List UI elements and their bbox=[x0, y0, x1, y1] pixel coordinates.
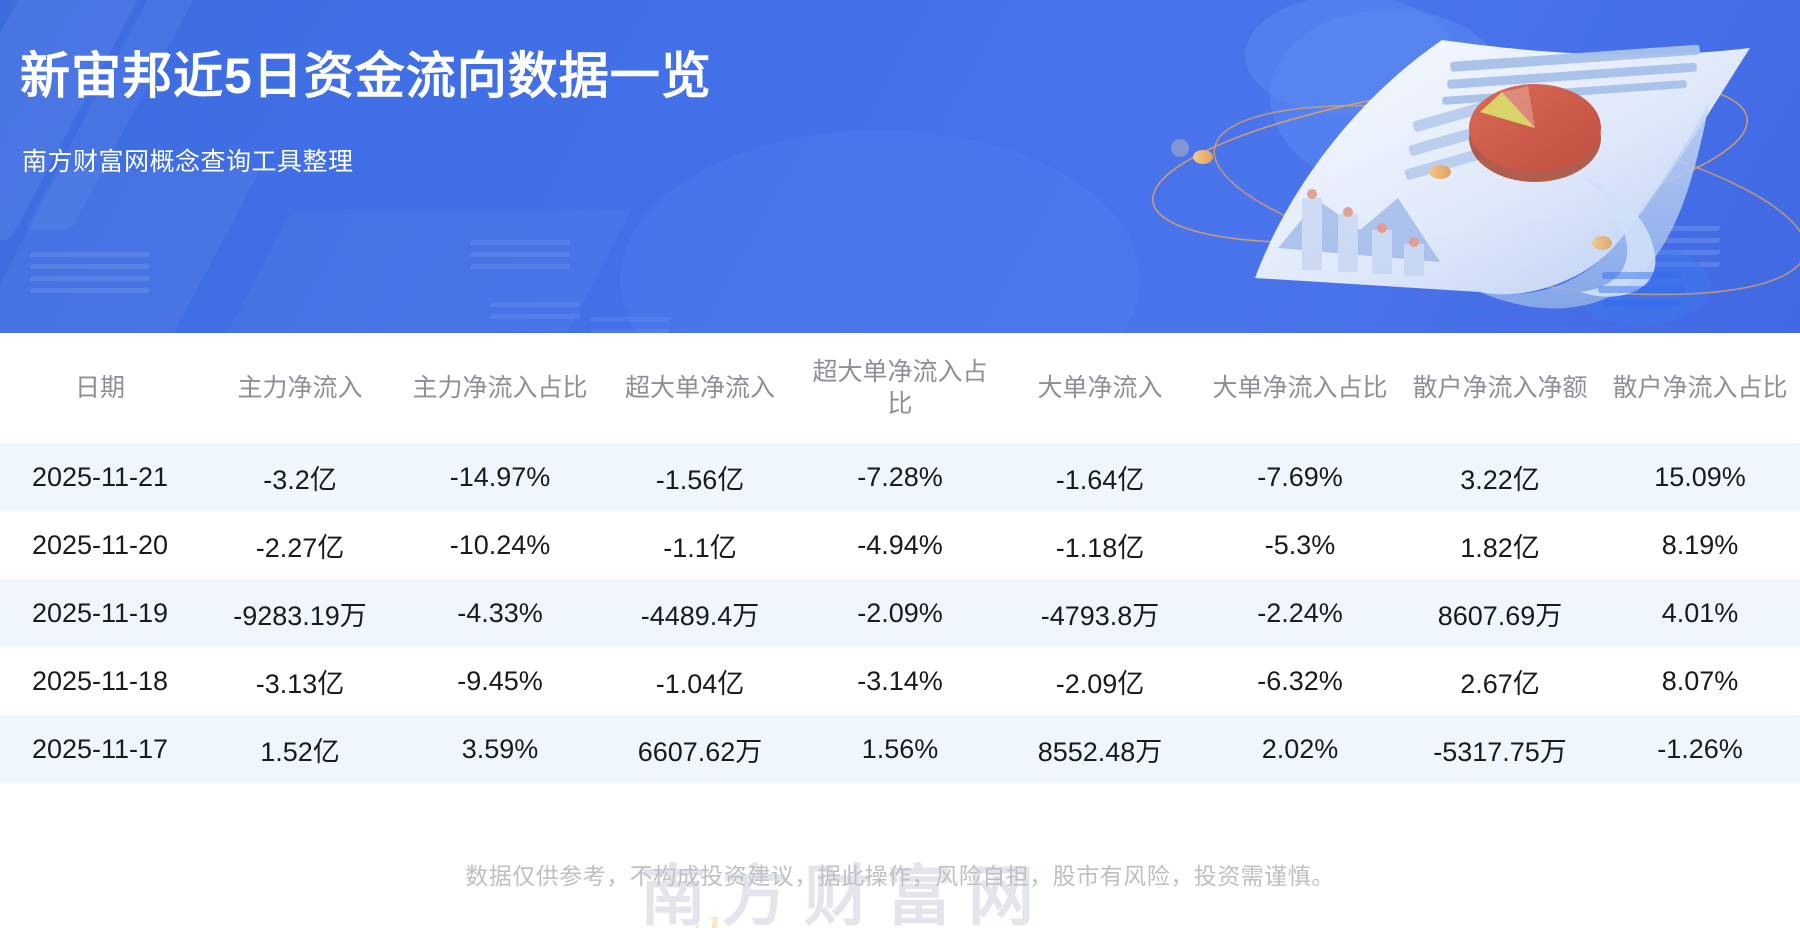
cell-main-pct: -14.97% bbox=[400, 443, 600, 511]
banner-decoration-hatch bbox=[590, 315, 670, 333]
cell-xl-net: 6607.62万 bbox=[600, 715, 800, 783]
banner-decoration-hatch bbox=[470, 238, 570, 298]
cell-lg-pct: -2.24% bbox=[1200, 579, 1400, 647]
column-header-main-pct: 主力净流入占比 bbox=[400, 333, 600, 443]
cell-lg-pct: -6.32% bbox=[1200, 647, 1400, 715]
cell-xl-net: -1.1亿 bbox=[600, 511, 800, 579]
header-banner: 新宙邦近5日资金流向数据一览 南方财富网概念查询工具整理 bbox=[0, 0, 1800, 333]
cell-main-pct: -4.33% bbox=[400, 579, 600, 647]
column-header-date: 日期 bbox=[0, 333, 200, 443]
cell-retail-pct: 15.09% bbox=[1600, 443, 1800, 511]
cell-retail-net: 3.22亿 bbox=[1400, 443, 1600, 511]
cell-xl-net: -1.56亿 bbox=[600, 443, 800, 511]
table-row: 2025-11-18 -3.13亿 -9.45% -1.04亿 -3.14% -… bbox=[0, 647, 1800, 715]
column-header-lg-net: 大单净流入 bbox=[1000, 333, 1200, 443]
fund-flow-table: 日期 主力净流入 主力净流入占比 超大单净流入 超大单净流入占比 大单净流入 大… bbox=[0, 333, 1800, 783]
cell-retail-pct: -1.26% bbox=[1600, 715, 1800, 783]
cell-main-net: -3.2亿 bbox=[200, 443, 400, 511]
cell-main-net: -9283.19万 bbox=[200, 579, 400, 647]
banner-decoration-blob bbox=[620, 130, 1140, 333]
table-header: 日期 主力净流入 主力净流入占比 超大单净流入 超大单净流入占比 大单净流入 大… bbox=[0, 333, 1800, 443]
cell-date: 2025-11-18 bbox=[0, 647, 200, 715]
cell-date: 2025-11-21 bbox=[0, 443, 200, 511]
cell-retail-net: 2.67亿 bbox=[1400, 647, 1600, 715]
cell-xl-pct: 1.56% bbox=[800, 715, 1000, 783]
table-row: 2025-11-21 -3.2亿 -14.97% -1.56亿 -7.28% -… bbox=[0, 443, 1800, 511]
cell-lg-pct: 2.02% bbox=[1200, 715, 1400, 783]
cell-retail-pct: 4.01% bbox=[1600, 579, 1800, 647]
cell-lg-net: -1.64亿 bbox=[1000, 443, 1200, 511]
page-title: 新宙邦近5日资金流向数据一览 bbox=[20, 48, 712, 104]
cell-xl-net: -1.04亿 bbox=[600, 647, 800, 715]
cell-retail-net: 1.82亿 bbox=[1400, 511, 1600, 579]
cell-xl-pct: -7.28% bbox=[800, 443, 1000, 511]
column-header-lg-pct: 大单净流入占比 bbox=[1200, 333, 1400, 443]
cell-retail-net: -5317.75万 bbox=[1400, 715, 1600, 783]
cell-main-net: -3.13亿 bbox=[200, 647, 400, 715]
column-header-main-net: 主力净流入 bbox=[200, 333, 400, 443]
cell-xl-pct: -4.94% bbox=[800, 511, 1000, 579]
column-header-xl-pct: 超大单净流入占比 bbox=[800, 333, 1000, 443]
banner-decoration-hatch bbox=[490, 300, 580, 333]
table-row: 2025-11-19 -9283.19万 -4.33% -4489.4万 -2.… bbox=[0, 579, 1800, 647]
cell-main-pct: -10.24% bbox=[400, 511, 600, 579]
cell-xl-pct: -2.09% bbox=[800, 579, 1000, 647]
cell-lg-net: -2.09亿 bbox=[1000, 647, 1200, 715]
page-subtitle: 南方财富网概念查询工具整理 bbox=[22, 148, 354, 176]
cell-lg-pct: -5.3% bbox=[1200, 511, 1400, 579]
cell-retail-pct: 8.19% bbox=[1600, 511, 1800, 579]
cell-lg-pct: -7.69% bbox=[1200, 443, 1400, 511]
cell-lg-net: 8552.48万 bbox=[1000, 715, 1200, 783]
table-header-row: 日期 主力净流入 主力净流入占比 超大单净流入 超大单净流入占比 大单净流入 大… bbox=[0, 333, 1800, 443]
footer: 数据仅供参考，不构成投资建议，据此操作，风险自担，股市有风险，投资需谨慎。 bbox=[0, 820, 1800, 928]
cell-lg-net: -4793.8万 bbox=[1000, 579, 1200, 647]
table-body: 2025-11-21 -3.2亿 -14.97% -1.56亿 -7.28% -… bbox=[0, 443, 1800, 783]
cell-date: 2025-11-20 bbox=[0, 511, 200, 579]
cell-date: 2025-11-17 bbox=[0, 715, 200, 783]
cell-retail-pct: 8.07% bbox=[1600, 647, 1800, 715]
cell-retail-net: 8607.69万 bbox=[1400, 579, 1600, 647]
banner-decoration-hatch bbox=[30, 250, 150, 310]
cell-lg-net: -1.18亿 bbox=[1000, 511, 1200, 579]
table-row: 2025-11-17 1.52亿 3.59% 6607.62万 1.56% 85… bbox=[0, 715, 1800, 783]
cell-xl-net: -4489.4万 bbox=[600, 579, 800, 647]
table-row: 2025-11-20 -2.27亿 -10.24% -1.1亿 -4.94% -… bbox=[0, 511, 1800, 579]
column-header-xl-net: 超大单净流入 bbox=[600, 333, 800, 443]
column-header-retail-net: 散户净流入净额 bbox=[1400, 333, 1600, 443]
cell-date: 2025-11-19 bbox=[0, 579, 200, 647]
disclaimer-text: 数据仅供参考，不构成投资建议，据此操作，风险自担，股市有风险，投资需谨慎。 bbox=[465, 863, 1335, 889]
newspaper-charts-icon bbox=[1150, 0, 1800, 333]
cell-main-pct: 3.59% bbox=[400, 715, 600, 783]
cell-main-net: 1.52亿 bbox=[200, 715, 400, 783]
cell-main-pct: -9.45% bbox=[400, 647, 600, 715]
cell-xl-pct: -3.14% bbox=[800, 647, 1000, 715]
column-header-retail-pct: 散户净流入占比 bbox=[1600, 333, 1800, 443]
cell-main-net: -2.27亿 bbox=[200, 511, 400, 579]
